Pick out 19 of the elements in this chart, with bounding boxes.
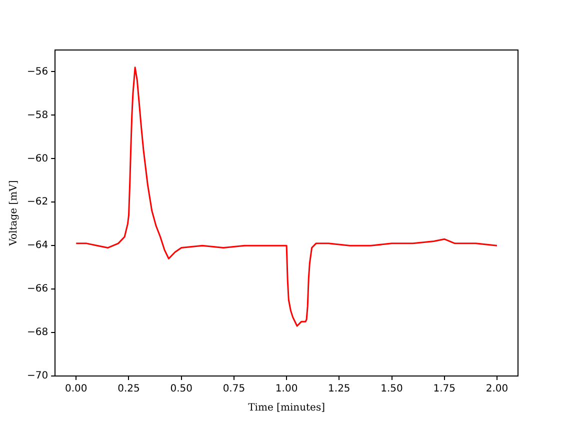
x-tick-label: 0.50	[170, 384, 192, 395]
y-tick-label: −66	[26, 284, 48, 295]
y-tick-label: −64	[26, 240, 48, 252]
x-tick-label: 0.00	[65, 384, 88, 395]
x-axis-title: Time [minutes]	[248, 402, 326, 414]
y-tick-label: −56	[26, 66, 48, 78]
y-tick-label: −70	[26, 370, 48, 382]
x-tick-label: 0.25	[118, 384, 140, 395]
x-tick-label: 1.75	[433, 384, 456, 395]
x-tick-label: 2.00	[486, 384, 508, 395]
y-tick-label: −58	[26, 110, 48, 121]
y-tick-label: −62	[26, 196, 48, 208]
x-tick-label: 1.00	[275, 384, 298, 395]
x-tick-label: 1.25	[328, 384, 350, 395]
x-tick-label: 1.50	[380, 384, 403, 395]
x-tick-label: 0.75	[222, 384, 246, 395]
y-tick-label: −68	[26, 327, 48, 338]
y-tick-label: −60	[26, 153, 48, 164]
y-axis-title: Voltage [mV]	[8, 180, 20, 247]
